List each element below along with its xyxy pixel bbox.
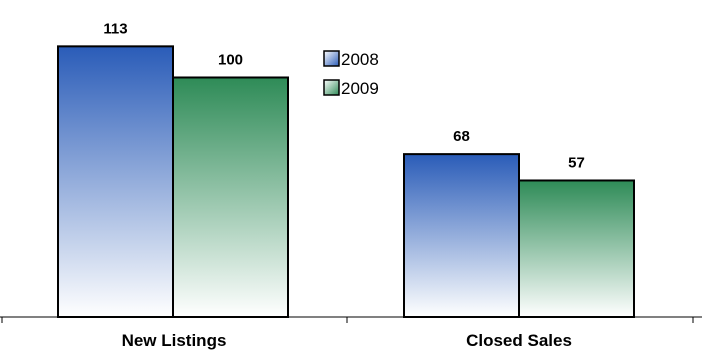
bars-layer <box>57 45 635 319</box>
x-axis: New Listings Closed Sales <box>0 316 702 350</box>
legend-swatch-2008 <box>323 50 340 67</box>
bar-2008-new-listings <box>57 45 174 319</box>
x-tick-label-new-listings: New Listings <box>122 331 227 350</box>
legend-label-2009: 2009 <box>341 79 379 98</box>
value-label-2009-new-listings: 100 <box>218 51 243 68</box>
value-label-2009-closed-sales: 57 <box>568 154 585 171</box>
x-tick-label-closed-sales: Closed Sales <box>466 331 572 350</box>
bar-2008-closed-sales <box>403 153 520 318</box>
value-labels-layer: 113 100 68 57 <box>103 20 584 171</box>
bar-2009-new-listings <box>172 76 289 318</box>
value-label-2008-closed-sales: 68 <box>453 128 470 145</box>
value-label-2008-new-listings: 113 <box>103 20 127 37</box>
legend-label-2008: 2008 <box>341 50 379 69</box>
legend-swatch-2009 <box>323 79 340 96</box>
bar-2009-closed-sales <box>518 179 635 318</box>
legend: 2008 2009 <box>323 50 379 98</box>
